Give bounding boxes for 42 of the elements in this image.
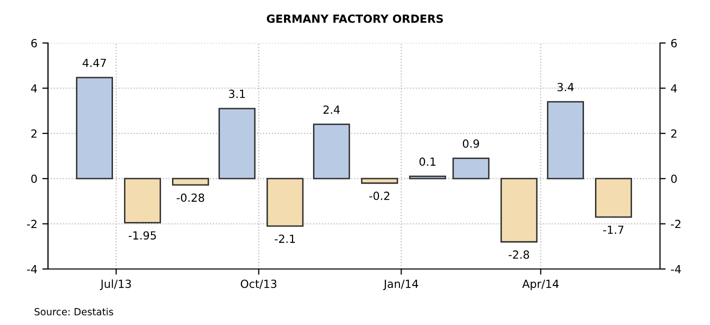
bar [452, 158, 490, 180]
chart-title: GERMANY FACTORY ORDERS [266, 14, 443, 23]
y2-tick-label: 4 [670, 84, 677, 92]
bar [218, 108, 256, 180]
data-label: -0.28 [176, 193, 204, 202]
data-label: 3.1 [229, 90, 245, 98]
source-note: Source: Destatis [34, 308, 114, 316]
bar [361, 178, 398, 184]
x-tick-label: Jul/13 [100, 279, 131, 290]
bar [76, 76, 113, 180]
data-label: -1.95 [128, 231, 156, 240]
y-tick-label: -4 [27, 265, 37, 274]
y-tick-label: 6 [31, 38, 37, 48]
data-label: 0.9 [462, 139, 480, 148]
bar [172, 178, 210, 186]
bar [546, 101, 584, 180]
y-tick-label: 4 [31, 84, 37, 92]
data-label: 4.47 [82, 58, 106, 67]
y2-tick-label: 2 [671, 129, 676, 138]
bar [500, 178, 538, 243]
y-tick-label: 0 [31, 174, 37, 183]
data-label: 2.4 [324, 105, 340, 114]
data-label: -1.7 [603, 226, 624, 234]
bar [409, 176, 446, 180]
data-label: -2.8 [508, 250, 530, 259]
bar [313, 124, 350, 180]
y-tick-label: -2 [27, 220, 36, 228]
x-tick-label: Jan/14 [383, 280, 418, 290]
y2-tick-label: -4 [670, 265, 681, 274]
y-tick-label: 2 [31, 129, 36, 138]
data-label: -0.2 [369, 192, 390, 200]
x-tick-label: Oct/13 [240, 280, 276, 289]
y2-tick-label: -2 [670, 220, 680, 228]
bar [266, 178, 304, 227]
y2-tick-label: 0 [671, 174, 677, 183]
data-label: 3.4 [558, 82, 574, 92]
bar [595, 178, 632, 218]
x-tick-label: Apr/14 [522, 280, 559, 290]
y2-tick-label: 6 [671, 38, 677, 48]
data-label: 0.1 [419, 157, 436, 166]
data-label: -2.1 [274, 234, 295, 243]
bar [124, 178, 162, 224]
